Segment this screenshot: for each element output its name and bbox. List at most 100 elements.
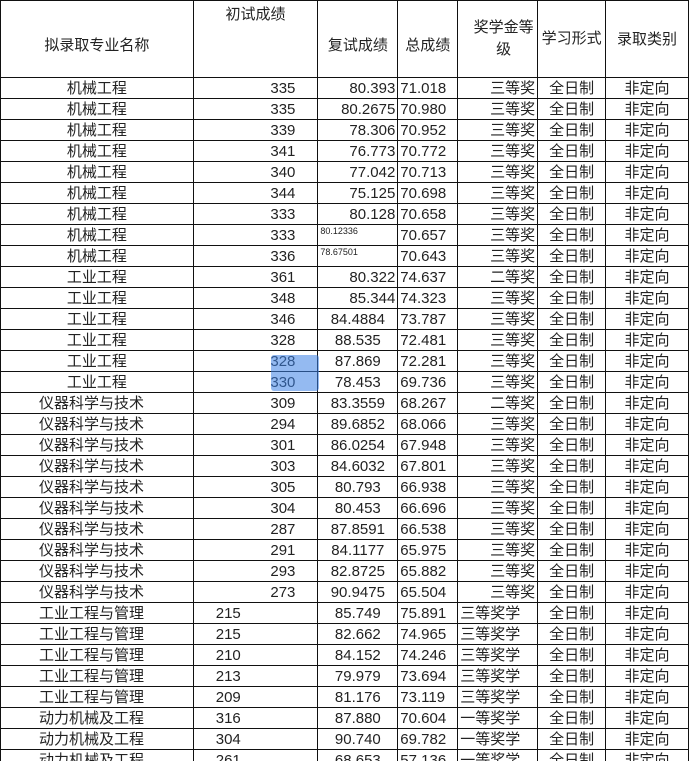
cell-major: 仪器科学与技术 [0,455,194,477]
cell-total-score: 70.658 [397,203,459,225]
cell-total-score: 57.136 [397,749,459,761]
table-row: 机械工程 333 80.128 70.658 三等奖 全日制 非定向 [0,203,689,225]
table-row: 仪器科学与技术 291 84.1177 65.975 三等奖 全日制 非定向 [0,539,689,561]
cell-total-score: 72.481 [397,329,459,351]
cell-study-mode: 全日制 [537,749,607,761]
cell-total-score: 74.965 [397,623,459,645]
cell-study-mode: 全日制 [537,434,607,456]
cell-total-score: 66.938 [397,476,459,498]
cell-scholarship: 一等奖学 [457,749,539,761]
cell-major: 工业工程与管理 [0,602,194,624]
table-row: 工业工程与管理 213 79.979 73.694 三等奖学 全日制 非定向 [0,665,689,687]
cell-major: 仪器科学与技术 [0,434,194,456]
cell-study-mode: 全日制 [537,728,607,750]
cell-initial-score: 273 [192,581,319,603]
cell-initial-score: 261 [192,749,319,761]
cell-retest-score: 85.344 [317,287,399,309]
cell-admission-type: 非定向 [605,77,689,99]
cell-admission-type: 非定向 [605,665,689,687]
cell-admission-type: 非定向 [605,413,689,435]
cell-major: 仪器科学与技术 [0,497,194,519]
cell-initial-score: 339 [192,119,319,141]
cell-total-score: 65.975 [397,539,459,561]
cell-major: 工业工程与管理 [0,644,194,666]
cell-admission-type: 非定向 [605,350,689,372]
table-row: 动力机械及工程 261 68.653 57.136 一等奖学 全日制 非定向 [0,749,689,761]
cell-admission-type: 非定向 [605,455,689,477]
cell-major: 机械工程 [0,98,194,120]
header-retest-score: 复试成绩 [317,0,399,78]
header-major: 拟录取专业名称 [0,0,194,78]
cell-admission-type: 非定向 [605,329,689,351]
cell-major: 机械工程 [0,245,194,267]
cell-study-mode: 全日制 [537,455,607,477]
cell-scholarship: 三等奖 [457,77,539,99]
cell-major: 工业工程与管理 [0,623,194,645]
cell-total-score: 66.696 [397,497,459,519]
cell-initial-score: 336 [192,245,319,267]
cell-admission-type: 非定向 [605,392,689,414]
cell-total-score: 67.948 [397,434,459,456]
cell-initial-score: 294 [192,413,319,435]
header-admission-type: 录取类别 [605,0,689,78]
cell-scholarship: 三等奖 [457,350,539,372]
cell-major: 机械工程 [0,119,194,141]
cell-scholarship: 三等奖 [457,329,539,351]
cell-admission-type: 非定向 [605,707,689,729]
cell-scholarship: 一等奖学 [457,728,539,750]
table-row: 工业工程 348 85.344 74.323 三等奖 全日制 非定向 [0,287,689,309]
cell-total-score: 68.267 [397,392,459,414]
cell-scholarship: 三等奖 [457,245,539,267]
cell-retest-score: 78.306 [317,119,399,141]
cell-initial-score: 304 [192,728,319,750]
cell-retest-score: 80.393 [317,77,399,99]
cell-major: 工业工程 [0,371,194,393]
table-row: 机械工程 339 78.306 70.952 三等奖 全日制 非定向 [0,119,689,141]
cell-scholarship: 三等奖 [457,287,539,309]
cell-study-mode: 全日制 [537,518,607,540]
cell-admission-type: 非定向 [605,224,689,246]
cell-total-score: 65.504 [397,581,459,603]
cell-scholarship: 三等奖 [457,308,539,330]
cell-study-mode: 全日制 [537,476,607,498]
cell-retest-score: 68.653 [317,749,399,761]
table-row: 仪器科学与技术 273 90.9475 65.504 三等奖 全日制 非定向 [0,581,689,603]
cell-retest-score: 78.453 [317,371,399,393]
cell-initial-score: 304 [192,497,319,519]
cell-major: 工业工程与管理 [0,665,194,687]
cell-total-score: 73.694 [397,665,459,687]
header-row: 拟录取专业名称 初试成绩 复试成绩 总成绩 奖学金等级 学习形式 录取类别 [0,0,689,78]
cell-initial-score: 316 [192,707,319,729]
cell-scholarship: 三等奖 [457,476,539,498]
cell-initial-score: 328 [192,329,319,351]
cell-initial-score: 291 [192,539,319,561]
cell-scholarship: 三等奖 [457,497,539,519]
cell-retest-score: 87.869 [317,350,399,372]
table-row: 工业工程与管理 215 82.662 74.965 三等奖学 全日制 非定向 [0,623,689,645]
cell-admission-type: 非定向 [605,644,689,666]
cell-retest-score: 75.125 [317,182,399,204]
table-row: 工业工程与管理 210 84.152 74.246 三等奖学 全日制 非定向 [0,644,689,666]
cell-major: 仪器科学与技术 [0,518,194,540]
cell-major: 工业工程 [0,329,194,351]
cell-total-score: 70.643 [397,245,459,267]
table-row: 仪器科学与技术 301 86.0254 67.948 三等奖 全日制 非定向 [0,434,689,456]
cell-total-score: 70.772 [397,140,459,162]
cell-retest-score: 82.662 [317,623,399,645]
table-row: 机械工程 333 80.12336 70.657 三等奖 全日制 非定向 [0,224,689,246]
table-row: 工业工程 328 88.535 72.481 三等奖 全日制 非定向 [0,329,689,351]
cell-study-mode: 全日制 [537,581,607,603]
cell-total-score: 70.604 [397,707,459,729]
cell-study-mode: 全日制 [537,287,607,309]
cell-retest-score: 80.322 [317,266,399,288]
cell-initial-score: 215 [192,623,319,645]
cell-scholarship: 三等奖 [457,413,539,435]
header-total-score: 总成绩 [397,0,459,78]
table-row: 仪器科学与技术 309 83.3559 68.267 二等奖 全日制 非定向 [0,392,689,414]
cell-admission-type: 非定向 [605,497,689,519]
cell-initial-score: 340 [192,161,319,183]
cell-study-mode: 全日制 [537,245,607,267]
cell-major: 工业工程与管理 [0,686,194,708]
cell-initial-score: 215 [192,602,319,624]
